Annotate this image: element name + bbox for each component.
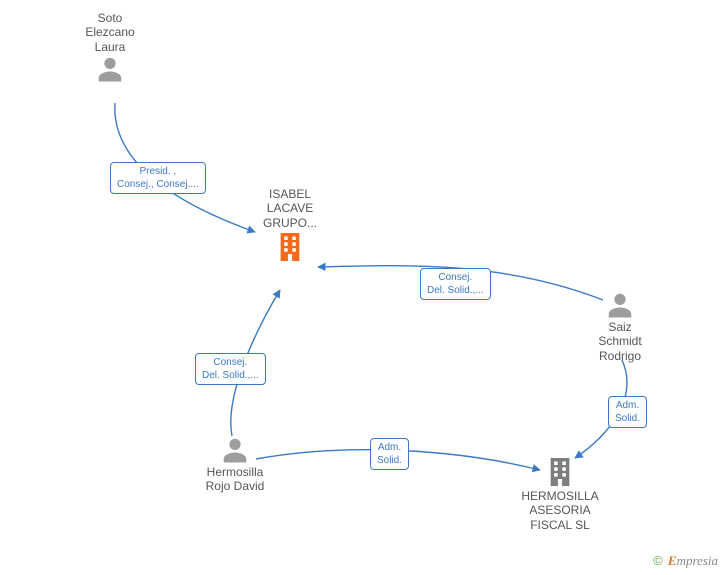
person-icon — [95, 54, 125, 84]
building-icon — [276, 230, 304, 264]
node-label: Soto Elezcano Laura — [50, 11, 170, 54]
edge-label-hermosilla_david-isabel: Consej. Del. Solid.,... — [195, 353, 266, 385]
edge-label-saiz-hermosilla_sl: Adm. Solid. — [608, 396, 647, 428]
person-icon — [220, 435, 250, 465]
edge-label-soto-isabel: Presid. , Consej., Consej.... — [110, 162, 206, 194]
node-label: ISABEL LACAVE GRUPO... — [230, 187, 350, 230]
node-label: HERMOSILLA ASESORIA FISCAL SL — [500, 489, 620, 532]
watermark-brand-initial: E — [668, 553, 677, 568]
watermark: © Empresia — [653, 553, 718, 569]
node-isabel[interactable]: ISABEL LACAVE GRUPO... — [230, 187, 350, 264]
node-label: Saiz Schmidt Rodrigo — [560, 320, 680, 363]
node-label: Hermosilla Rojo David — [175, 465, 295, 494]
node-hermosilla_sl[interactable]: HERMOSILLA ASESORIA FISCAL SL — [500, 455, 620, 532]
watermark-brand-rest: mpresia — [677, 553, 718, 568]
node-hermosilla_david[interactable]: Hermosilla Rojo David — [175, 435, 295, 494]
node-soto[interactable]: Soto Elezcano Laura — [50, 11, 170, 84]
building-icon — [546, 455, 574, 489]
node-saiz[interactable]: Saiz Schmidt Rodrigo — [560, 290, 680, 363]
person-icon — [605, 290, 635, 320]
copyright-symbol: © — [653, 553, 663, 568]
edge-label-saiz-isabel: Consej. Del. Solid.,... — [420, 268, 491, 300]
edge-label-hermosilla_david-hermosilla_sl: Adm. Solid. — [370, 438, 409, 470]
